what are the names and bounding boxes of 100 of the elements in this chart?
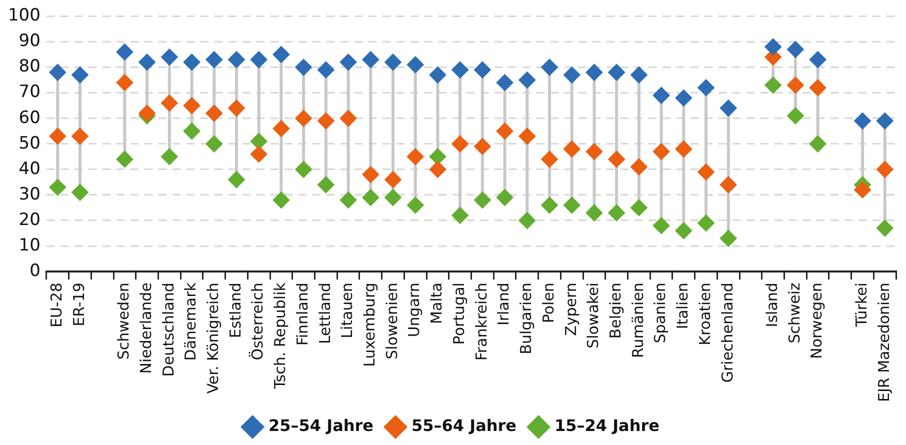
point (541, 150, 558, 168)
point (876, 112, 894, 130)
point (272, 46, 290, 64)
point (608, 204, 626, 222)
point (452, 206, 469, 224)
x-tick-label: Estland (226, 282, 244, 338)
y-tick-label: 70 (18, 82, 40, 102)
point (206, 104, 223, 122)
point (384, 54, 402, 71)
point (295, 160, 312, 178)
point (362, 166, 380, 184)
point (49, 64, 66, 81)
point (49, 128, 66, 145)
point (116, 150, 134, 168)
x-tick-label: Deutschland (159, 282, 178, 377)
point (250, 146, 268, 163)
x-tick-label: Schweden (114, 282, 133, 360)
point (160, 94, 178, 112)
point (228, 51, 245, 68)
x-tick-label: Tsch. Republik (271, 282, 290, 390)
point (429, 66, 446, 84)
point (384, 189, 402, 206)
point (406, 196, 424, 214)
point (518, 212, 536, 229)
x-tick-label: Norwegen (808, 282, 826, 359)
point (160, 48, 178, 66)
point (652, 86, 670, 104)
point (675, 222, 692, 240)
point (786, 76, 804, 94)
point (630, 66, 648, 84)
point (764, 38, 782, 56)
point (71, 128, 88, 145)
point (250, 51, 268, 68)
x-tick-label: Spanien (651, 282, 670, 344)
point (362, 51, 380, 68)
x-tick-label: Dänemark (182, 282, 200, 361)
point (563, 196, 580, 214)
x-tick-label: Türkei (852, 282, 870, 328)
point (228, 171, 245, 188)
point (720, 230, 737, 247)
y-tick-label: 0 (30, 260, 40, 281)
point (183, 97, 200, 114)
point (541, 58, 558, 76)
point (854, 181, 872, 198)
point (474, 61, 491, 78)
point (854, 112, 872, 130)
point (675, 140, 692, 158)
legend-label: 15–24 Jahre (554, 416, 660, 436)
point (183, 122, 200, 140)
x-tick-label: EJR Mazedonien (874, 282, 893, 402)
point (786, 40, 804, 58)
point (809, 135, 826, 152)
point (406, 56, 424, 74)
y-tick-label: 100 (8, 6, 40, 26)
point (586, 64, 603, 81)
y-tick-label: 40 (18, 158, 40, 179)
point (71, 66, 88, 84)
point (876, 160, 894, 178)
x-tick-label: Zypern (562, 282, 580, 336)
point (786, 107, 804, 124)
point (541, 196, 558, 214)
point (809, 79, 826, 96)
x-tick-label: Polen (539, 282, 558, 324)
x-tick-label: Italien (674, 282, 692, 330)
point (809, 51, 826, 68)
x-tick-label: Irland (494, 282, 513, 326)
point (452, 61, 469, 78)
point (586, 204, 603, 222)
point (720, 176, 737, 194)
point (608, 64, 626, 81)
point (563, 140, 580, 158)
point (429, 160, 446, 178)
point (295, 110, 312, 127)
point (317, 61, 334, 78)
legend-label: 25–54 Jahre (268, 416, 374, 436)
point (452, 135, 469, 152)
point (652, 143, 670, 160)
point (474, 192, 491, 209)
x-tick-label: Ver. Königreich (204, 282, 222, 394)
point (362, 189, 380, 206)
point (116, 74, 134, 92)
point (675, 89, 692, 106)
point (876, 220, 894, 237)
point (496, 189, 514, 206)
x-tick-label: Lettland (316, 282, 334, 344)
point (474, 138, 491, 155)
x-tick-label: Schweiz (785, 282, 804, 344)
point (49, 178, 66, 196)
point (698, 163, 715, 180)
x-tick-label: Niederlande (136, 282, 155, 374)
point (250, 132, 268, 150)
point (340, 54, 357, 71)
x-tick-label: Island (762, 282, 781, 328)
point (160, 148, 178, 166)
point (496, 74, 514, 92)
point (720, 100, 737, 117)
x-tick-label: Malta (428, 282, 446, 324)
x-tick-label: Österreich (248, 282, 267, 360)
point (384, 171, 402, 188)
point (608, 150, 626, 168)
